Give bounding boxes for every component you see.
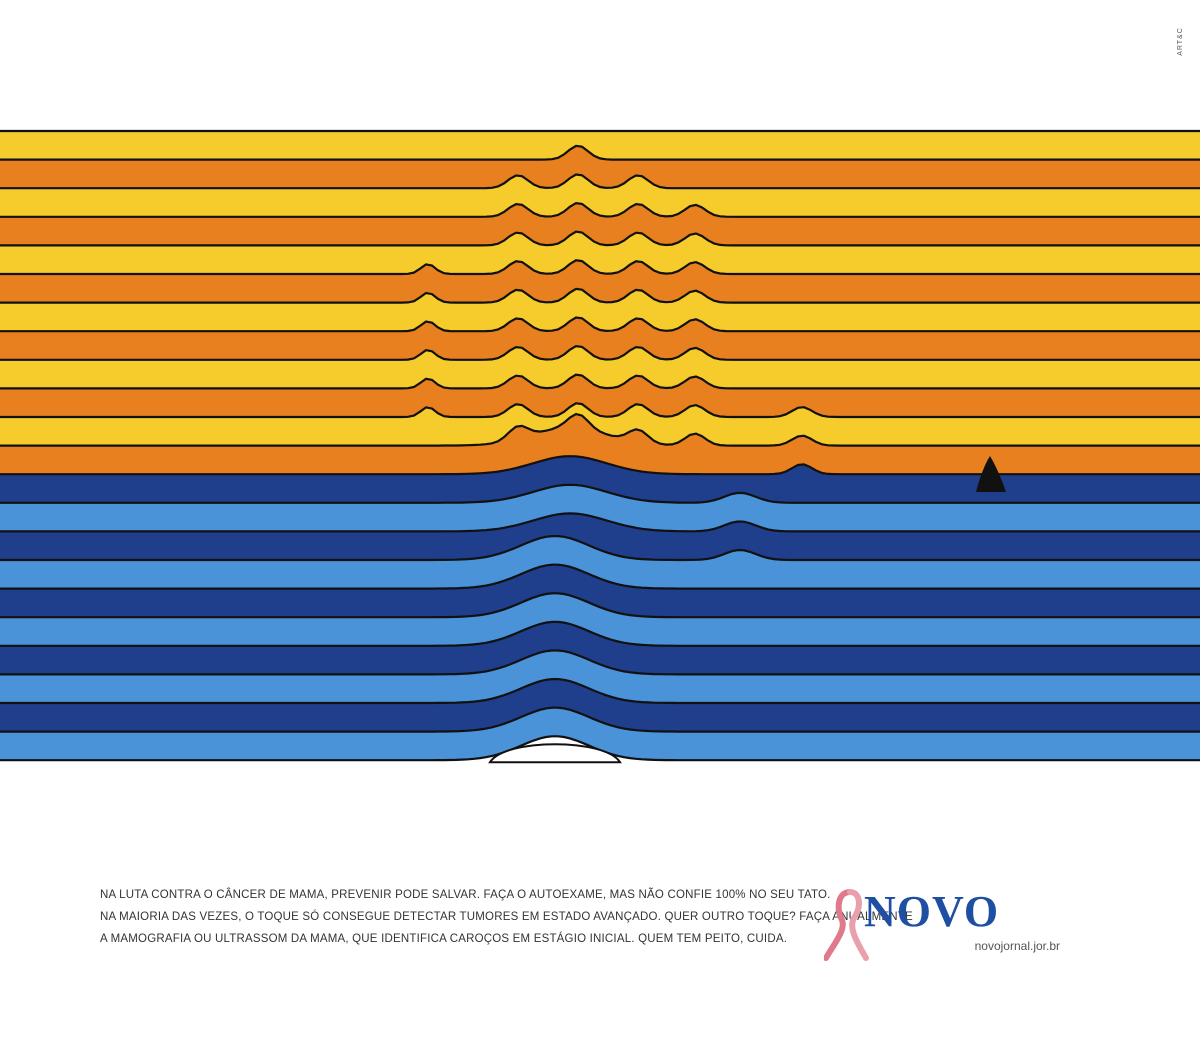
- stripe-outline: [0, 563, 1200, 590]
- stripe-band: [0, 484, 1200, 532]
- stripe-band: [0, 317, 1200, 360]
- art-credit: ART&C: [1176, 27, 1184, 56]
- stripe-band: [0, 414, 1200, 475]
- stripe-band: [0, 650, 1200, 703]
- stripe-outline: [0, 512, 1200, 533]
- stripe-outline: [0, 373, 1200, 390]
- brand-name: NOVO: [864, 887, 1000, 936]
- pink-ribbon-icon: [824, 889, 869, 961]
- stripe-outline: [0, 649, 1200, 676]
- headline-left: Às vezes o perigo passa pelas suas mãos: [160, 762, 510, 781]
- stripe-band: [0, 203, 1200, 246]
- stripe-band: [0, 288, 1200, 332]
- stripe-band: [0, 536, 1200, 589]
- headline-right: e você nem percebe.: [633, 762, 804, 781]
- stripe-band: [0, 260, 1200, 303]
- brand-url: novojornal.jor.br: [974, 939, 1060, 953]
- stripe-band: [0, 593, 1200, 646]
- stripe-band: [0, 231, 1200, 274]
- stripe-band: [0, 145, 1200, 189]
- stripe-group: [0, 129, 1200, 764]
- stripe-band: [0, 346, 1200, 389]
- body-copy-line: a mamografia ou ultrassom da mama, que i…: [100, 933, 788, 945]
- stripe-outline: [0, 483, 1200, 504]
- stripe-outline: [0, 402, 1200, 419]
- stripe-band: [0, 679, 1200, 732]
- body-copy: Na luta contra o câncer de mama, preveni…: [100, 884, 913, 950]
- stripe-band: [0, 707, 1200, 761]
- stripe-outline: [0, 230, 1200, 247]
- stripe-band: [0, 456, 1200, 503]
- wrist-arch: [488, 743, 622, 764]
- body-copy-line: Na luta contra o câncer de mama, preveni…: [100, 889, 831, 901]
- stripe-band: [0, 174, 1200, 217]
- shark-fin-icon: [976, 456, 1006, 492]
- body-copy-line: Na maioria das vezes, o toque só consegu…: [100, 911, 913, 923]
- brand-logo: NOVO novojornal.jor.br: [816, 884, 1066, 964]
- stripe-outline: [0, 455, 1200, 476]
- stripe-band: [0, 513, 1200, 560]
- stripe-band: [0, 374, 1200, 417]
- stripe-outline: [0, 144, 1200, 161]
- stripe-outline: [0, 287, 1200, 304]
- stripe-outline: [0, 259, 1200, 276]
- stripe-outline: [0, 316, 1200, 333]
- stripe-band: [0, 131, 1200, 160]
- stripe-band: [0, 564, 1200, 618]
- stripe-outline: [0, 173, 1200, 190]
- stripe-outline: [0, 706, 1200, 733]
- stripe-outline: [0, 201, 1200, 218]
- stripe-outline: [0, 412, 1200, 447]
- stripe-band: [0, 621, 1200, 675]
- stripe-band: [0, 403, 1200, 446]
- stripe-outline: [0, 535, 1200, 562]
- stripe-outline: [0, 592, 1200, 619]
- stripe-outline: [0, 620, 1200, 647]
- stripe-outline: [0, 678, 1200, 705]
- stripe-outline: [0, 344, 1200, 361]
